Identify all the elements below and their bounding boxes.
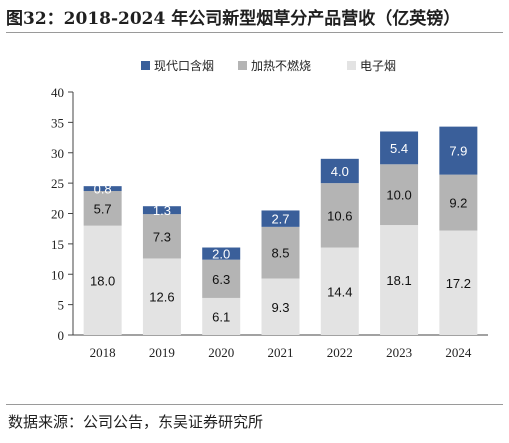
legend-swatch-heated (238, 61, 247, 70)
bar-segment-heated (83, 191, 122, 226)
x-tick-label: 2023 (386, 345, 412, 360)
bar-segment-modern_oral (439, 126, 478, 175)
bar-segment-modern_oral (380, 131, 419, 165)
x-tick-label: 2019 (149, 345, 175, 360)
bottom-divider (6, 404, 503, 405)
bar-segment-heated (202, 259, 241, 298)
bar-segment-modern_oral (320, 158, 359, 184)
data-label: 1.3 (153, 203, 171, 218)
x-tick-label: 2021 (268, 345, 294, 360)
y-tick-label: 10 (51, 267, 64, 282)
source-note: 数据来源：公司公告，东吴证券研究所 (8, 413, 264, 431)
y-tick-label: 40 (51, 85, 64, 100)
bar-segment-modern_oral (142, 206, 181, 215)
x-tick-label: 2022 (327, 345, 353, 360)
data-label: 10.6 (327, 208, 352, 223)
legend-label-heated: 加热不燃烧 (251, 58, 311, 73)
bar-segment-heated (320, 183, 359, 248)
data-label: 2.7 (271, 212, 289, 227)
y-tick-label: 15 (51, 237, 64, 252)
y-tick-label: 0 (58, 328, 65, 343)
bar-segment-vapour (320, 247, 359, 335)
legend-label-vapour: 电子烟 (360, 59, 396, 73)
y-tick-label: 35 (51, 115, 64, 130)
bar-segment-heated (380, 164, 419, 226)
y-tick-label: 30 (51, 146, 64, 161)
data-label: 10.0 (386, 188, 411, 203)
bar-segment-modern_oral (261, 210, 300, 227)
data-label: 0.8 (94, 182, 112, 197)
data-label: 7.3 (153, 229, 171, 244)
bar-segment-heated (142, 214, 181, 259)
data-label: 18.0 (90, 273, 115, 288)
data-label: 5.7 (94, 201, 112, 216)
bar-segment-modern_oral (202, 247, 241, 260)
data-label: 6.1 (212, 309, 230, 324)
y-tick-label: 20 (51, 207, 64, 222)
data-label: 4.0 (331, 164, 349, 179)
bar-segment-vapour (439, 230, 478, 335)
bar-segment-modern_oral (83, 186, 122, 192)
y-tick-label: 25 (51, 176, 64, 191)
data-label: 12.6 (149, 290, 174, 305)
data-label: 14.4 (327, 284, 352, 299)
bar-segment-vapour (261, 278, 300, 335)
bar-segment-vapour (83, 225, 122, 335)
chart-title: 图32：2018-2024 年公司新型烟草分产品营收（亿英镑） (6, 9, 461, 29)
legend-label-modern_oral: 现代口含烟 (154, 58, 214, 73)
data-label: 5.4 (390, 141, 408, 156)
top-divider (6, 32, 503, 33)
data-label: 9.3 (271, 300, 289, 315)
data-label: 8.5 (271, 246, 289, 261)
x-tick-label: 2020 (208, 345, 234, 360)
bar-segment-vapour (142, 258, 181, 335)
bar-segment-vapour (380, 225, 419, 335)
data-label: 9.2 (449, 196, 467, 211)
legend-swatch-modern_oral (141, 61, 150, 70)
x-tick-label: 2024 (445, 345, 472, 360)
data-label: 18.1 (386, 273, 411, 288)
y-tick-label: 5 (58, 298, 65, 313)
data-label: 17.2 (446, 276, 471, 291)
bar-segment-heated (439, 174, 478, 231)
bar-segment-heated (261, 226, 300, 279)
data-label: 7.9 (449, 144, 467, 159)
legend-swatch-vapour (347, 61, 356, 70)
x-tick-label: 2018 (90, 345, 116, 360)
data-label: 2.0 (212, 247, 230, 262)
data-label: 6.3 (212, 272, 230, 287)
bar-segment-vapour (202, 297, 241, 335)
